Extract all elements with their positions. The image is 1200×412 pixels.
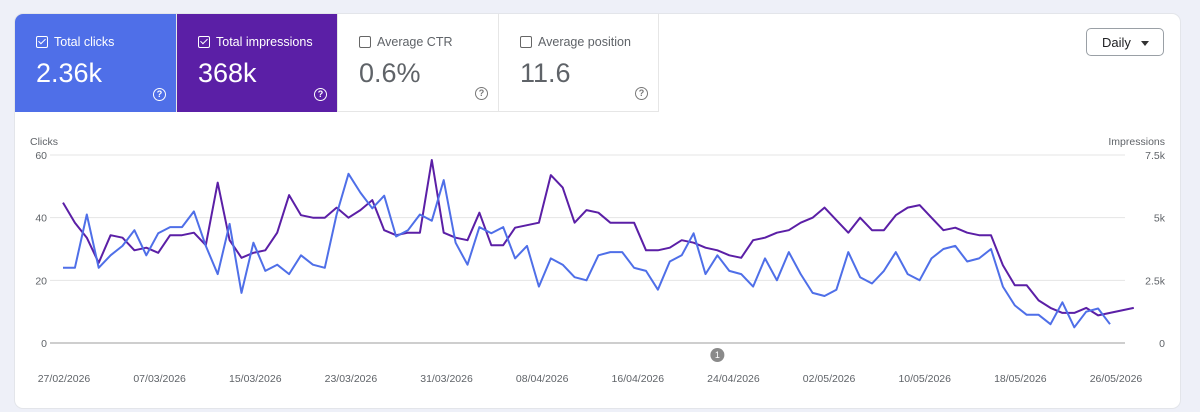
- gridlines: [50, 154, 1125, 344]
- x-tick-label: 27/02/2026: [38, 373, 91, 385]
- metric-average-position[interactable]: Average position 11.6 ?: [498, 14, 659, 112]
- annotation-label: 1: [715, 350, 720, 360]
- x-tick-label: 10/05/2026: [898, 373, 951, 385]
- y-axis-right-label: Impressions: [1108, 136, 1165, 148]
- metric-label: Average CTR: [377, 35, 453, 49]
- metric-value: 368k: [198, 58, 257, 88]
- metric-value: 0.6%: [359, 58, 421, 88]
- dropdown-label: Daily: [1102, 35, 1131, 50]
- checkbox-checked-icon[interactable]: [198, 36, 210, 48]
- checkbox-unchecked-icon[interactable]: [359, 36, 371, 48]
- performance-chart: Clicks Impressions 60 40 20 0 7.5k 5k 2.5k 0 2…: [30, 136, 1166, 385]
- x-tick-label: 15/03/2026: [229, 373, 282, 385]
- x-tick-label: 08/04/2026: [516, 373, 569, 385]
- y-right-tick-label: 7.5k: [1145, 150, 1166, 162]
- metric-label: Average position: [538, 35, 631, 49]
- annotation-marker[interactable]: 1: [710, 348, 725, 362]
- metric-average-ctr[interactable]: Average CTR 0.6% ?: [337, 14, 498, 112]
- x-tick-label: 23/03/2026: [325, 373, 378, 385]
- help-icon[interactable]: ?: [153, 88, 166, 101]
- y-left-tick-label: 0: [41, 338, 47, 350]
- checkbox-unchecked-icon[interactable]: [520, 36, 532, 48]
- metric-total-clicks[interactable]: Total clicks 2.36k ?: [15, 14, 176, 112]
- checkbox-checked-icon[interactable]: [36, 36, 48, 48]
- x-tick-label: 18/05/2026: [994, 373, 1047, 385]
- metric-value: 2.36k: [36, 58, 103, 88]
- metric-label: Total impressions: [216, 35, 313, 49]
- granularity-dropdown[interactable]: Daily: [1086, 28, 1164, 56]
- caret-down-icon: [1141, 41, 1149, 46]
- series-lines: [62, 159, 1135, 329]
- x-tick-label: 02/05/2026: [803, 373, 856, 385]
- metric-label: Total clicks: [54, 35, 115, 49]
- y-right-tick-label: 5k: [1154, 213, 1166, 225]
- x-tick-label: 07/03/2026: [133, 373, 186, 385]
- help-icon[interactable]: ?: [475, 87, 488, 100]
- help-icon[interactable]: ?: [314, 88, 327, 101]
- x-tick-label: 16/04/2026: [612, 373, 665, 385]
- y-axis-right-ticks: 7.5k 5k 2.5k 0: [1145, 150, 1166, 350]
- y-right-tick-label: 2.5k: [1145, 275, 1166, 287]
- x-tick-label: 31/03/2026: [420, 373, 473, 385]
- y-left-tick-label: 60: [35, 150, 47, 162]
- y-left-tick-label: 20: [35, 275, 47, 287]
- x-axis-ticks: 27/02/2026 07/03/2026 15/03/2026 23/03/2026…: [38, 373, 1143, 385]
- y-right-tick-label: 0: [1159, 338, 1165, 350]
- impressions-line: [62, 159, 1135, 317]
- y-axis-left-label: Clicks: [30, 136, 58, 148]
- x-tick-label: 26/05/2026: [1090, 373, 1143, 385]
- help-icon[interactable]: ?: [635, 87, 648, 100]
- y-axis-left-ticks: 60 40 20 0: [35, 150, 47, 350]
- metric-cards: Total clicks 2.36k ? Total impressions 3…: [15, 14, 659, 112]
- metric-total-impressions[interactable]: Total impressions 368k ?: [176, 14, 337, 112]
- clicks-line: [63, 172, 1111, 329]
- annotation-circle[interactable]: [710, 348, 725, 362]
- metric-value: 11.6: [520, 58, 571, 88]
- x-tick-label: 24/04/2026: [707, 373, 760, 385]
- y-left-tick-label: 40: [35, 213, 47, 225]
- performance-card: Total clicks 2.36k ? Total impressions 3…: [15, 14, 1180, 408]
